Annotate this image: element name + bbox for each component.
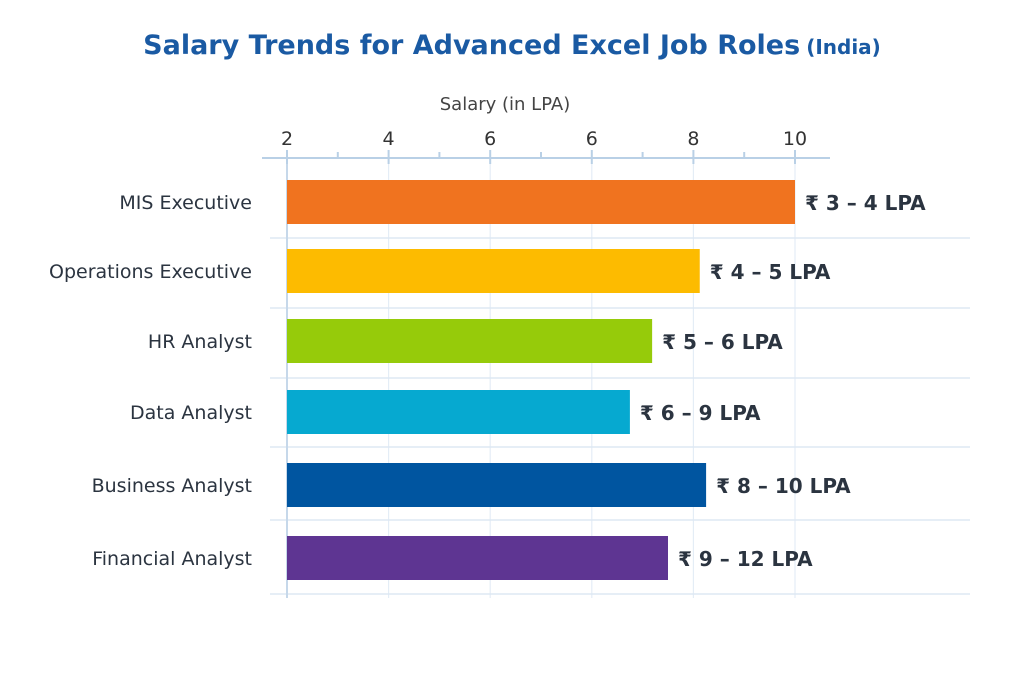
category-label: Financial Analyst (92, 548, 252, 570)
data-label: ₹ 9 – 12 LPA (678, 547, 813, 571)
x-tick-label: 4 (383, 128, 395, 150)
bar (287, 536, 668, 580)
category-label: HR Analyst (148, 331, 252, 353)
x-tick-label: 10 (783, 128, 807, 150)
x-tick-label: 2 (281, 128, 293, 150)
data-label: ₹ 3 – 4 LPA (805, 191, 926, 215)
x-tick-label: 6 (586, 128, 598, 150)
title-text: Salary Trends for Advanced Excel Job Rol… (143, 30, 801, 61)
x-tick-label: 6 (484, 128, 496, 150)
data-label: ₹ 8 – 10 LPA (716, 474, 851, 498)
x-tick-label: 8 (687, 128, 699, 150)
data-label: ₹ 6 – 9 LPA (640, 401, 761, 425)
data-label: ₹ 5 – 6 LPA (662, 330, 783, 354)
category-label: Operations Executive (49, 261, 252, 283)
bar (287, 463, 707, 507)
x-axis-label: Salary (in LPA) (440, 94, 570, 115)
category-label: MIS Executive (119, 192, 252, 214)
chart-subtitle: (India) (806, 35, 881, 59)
bar (287, 180, 795, 224)
data-label: ₹ 4 – 5 LPA (710, 260, 831, 284)
bar (287, 319, 653, 363)
bar (287, 249, 700, 293)
category-label: Data Analyst (130, 402, 252, 424)
chart-title: Salary Trends for Advanced Excel Job Rol… (0, 30, 1024, 61)
category-label: Business Analyst (92, 475, 252, 497)
bar (287, 390, 630, 434)
